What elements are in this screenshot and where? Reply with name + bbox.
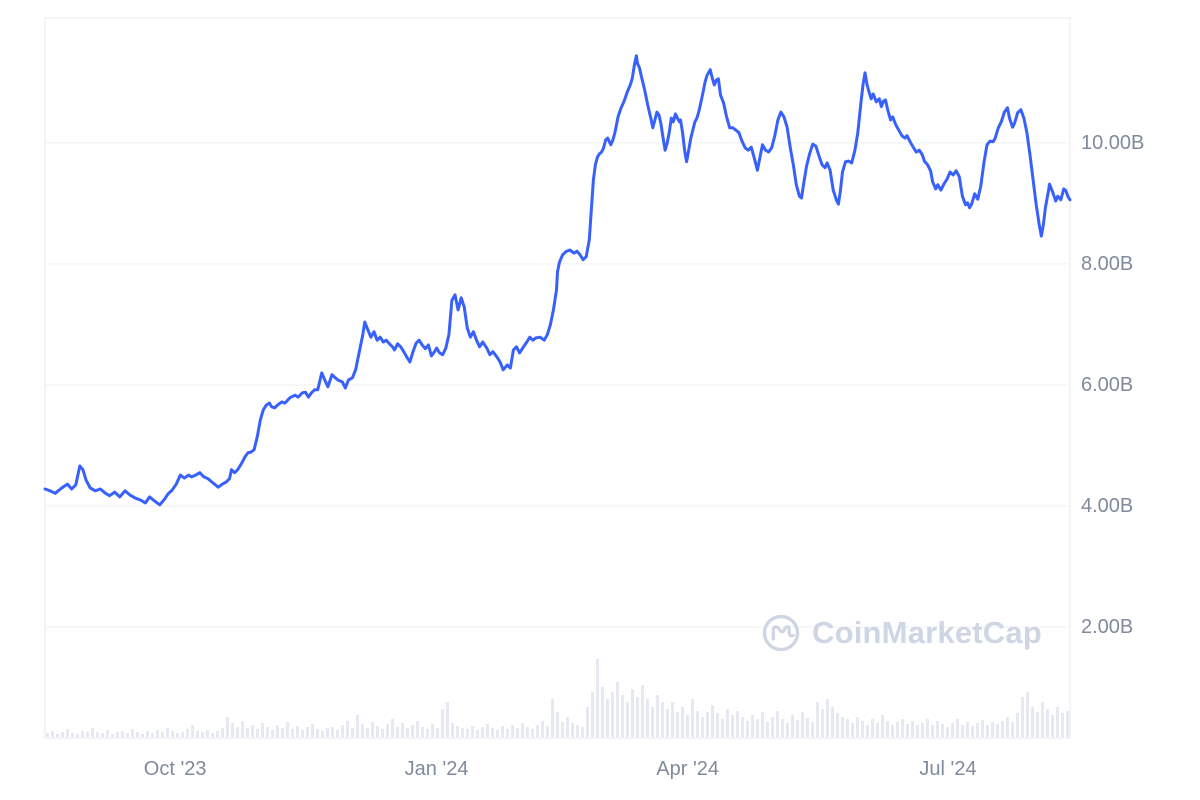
y-axis-tick-4b: 4.00B: [1081, 494, 1134, 517]
x-axis-tick-jul24: Jul '24: [919, 758, 977, 780]
y-axis-tick-10b: 10.00B: [1081, 131, 1145, 154]
x-axis-tick-oct23: Oct '23: [143, 758, 207, 780]
y-axis-tick-2b: 2.00B: [1081, 615, 1134, 638]
y-axis-tick-6b: 6.00B: [1081, 373, 1134, 396]
x-axis-tick-jan24: Jan '24: [404, 758, 469, 780]
y-axis-tick-8b: 8.00B: [1081, 252, 1134, 275]
x-axis-tick-apr24: Apr '24: [656, 758, 720, 780]
